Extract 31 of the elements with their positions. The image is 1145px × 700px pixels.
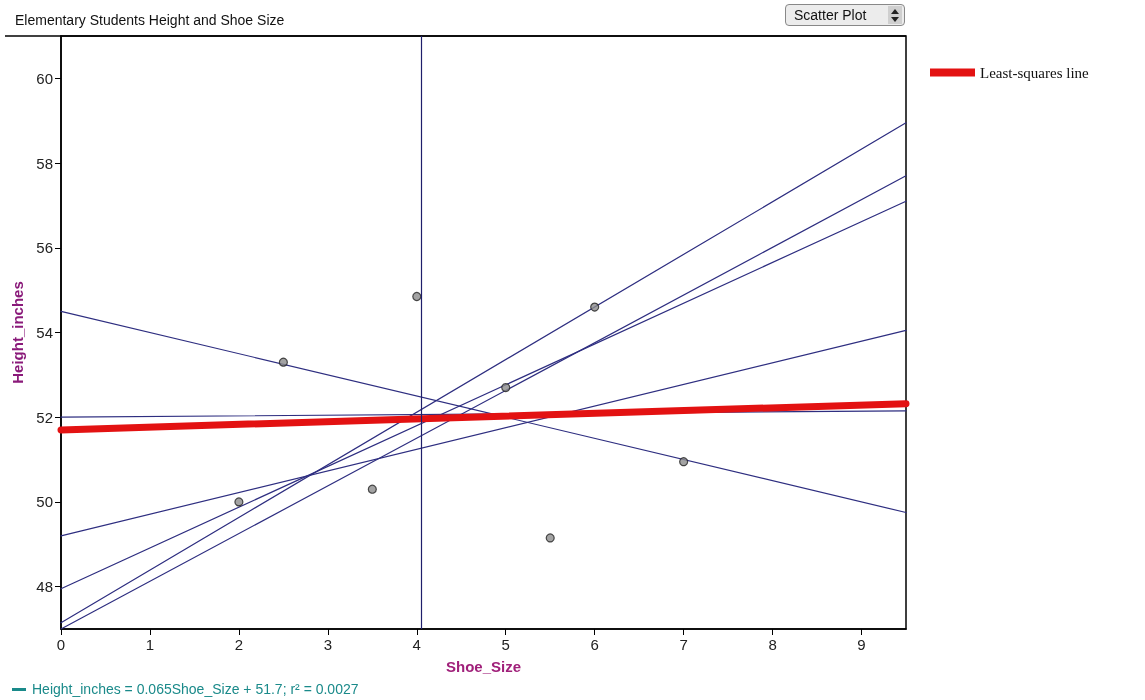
y-tick-label: 52: [36, 408, 53, 426]
x-tick-label: 7: [679, 636, 688, 653]
x-tick-label: 6: [590, 636, 599, 653]
point: [234, 497, 244, 507]
point: [412, 291, 422, 302]
text: Scatter Plot: [794, 7, 867, 23]
y-tick-label: 60: [36, 69, 53, 87]
y-tick-label: 58: [36, 154, 53, 172]
x-tick-label: 0: [56, 636, 66, 653]
y-tick-label: 54: [36, 324, 53, 341]
chart-title: Elementary Students Height and Shoe Size: [15, 12, 285, 28]
point: [545, 533, 555, 543]
legend-label: Least-squares line: [980, 64, 1090, 81]
text: Height_inches = 0.065Shoe_Size + 51.7; r² = 0.0027: [32, 681, 359, 697]
x-tick-label: 4: [412, 636, 421, 653]
x-tick-label: 5: [501, 636, 510, 653]
point: [367, 484, 377, 494]
x-tick-label: 1: [145, 636, 155, 653]
x-tick-label: 3: [323, 636, 333, 653]
x-axis-title: Shoe_Size: [445, 658, 522, 675]
point: [590, 302, 600, 312]
point: [501, 382, 511, 393]
y-tick-label: 50: [36, 493, 53, 511]
x-tick-label: 9: [857, 636, 866, 653]
point: [278, 357, 288, 367]
y-tick-label: 56: [36, 239, 53, 257]
x-tick-label: 8: [768, 636, 777, 653]
y-tick-label: 48: [36, 578, 53, 596]
y-axis-title: Height_inches: [9, 281, 27, 384]
point: [679, 457, 689, 467]
x-tick-label: 2: [234, 636, 244, 653]
